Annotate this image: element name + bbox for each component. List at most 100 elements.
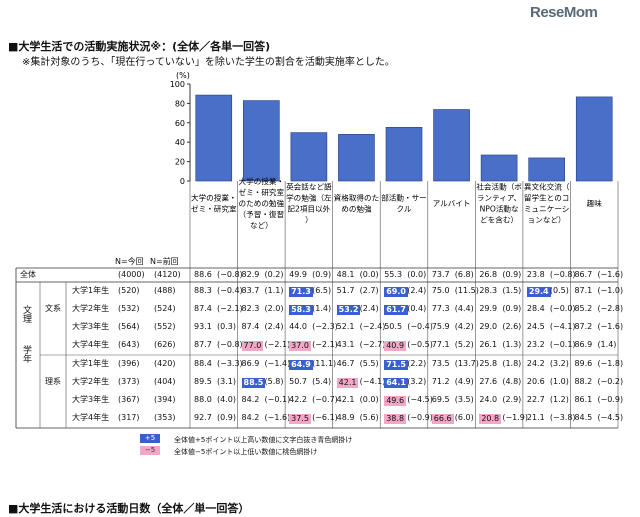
table-diff: (2.4) — [264, 322, 284, 331]
table-diff: (−0.1) — [264, 395, 291, 404]
table-diff: (−2.1) — [264, 340, 291, 349]
table-diff: (1.4) — [312, 304, 332, 313]
table-diff: (−1.9) — [502, 413, 528, 422]
table-value: 23.2 — [526, 340, 545, 349]
table-diff: (−2.7) — [359, 340, 386, 349]
table-diff: (−0.0) — [549, 304, 576, 313]
table-diff: (−0.8) — [549, 270, 576, 279]
table-value: 82.3 — [241, 304, 260, 313]
table-diff: (0.9) — [502, 304, 522, 313]
row-label: 大学3年生 — [72, 322, 110, 331]
table-value: 84.2 — [241, 413, 260, 422]
table-diff: (2.4) — [359, 304, 379, 313]
table-value: 53.2 — [336, 305, 361, 315]
table-value: 88.4 — [194, 359, 212, 368]
table-value: 88.3 — [194, 286, 212, 295]
chart-heading: ■大学生活での活動実施状況※：(全体／各単一回答) — [8, 40, 271, 53]
table-value: 38.8 — [384, 414, 407, 424]
table-diff: (−4.1) — [359, 377, 386, 386]
table-value: 29.4 — [526, 287, 551, 297]
n-prev-value: (488) — [154, 286, 176, 295]
category-label: 異文化交流（留学生とのコミュニケーションなど） — [524, 182, 570, 225]
table-value: 71.2 — [431, 377, 450, 386]
row-label: 大学1年生 — [72, 359, 110, 368]
n-now-value: (373) — [118, 377, 140, 386]
legend-plus-text: 全体値+5ポイント以上高い数値に文字白抜き青色網掛け — [174, 436, 353, 444]
n-prev-value: (420) — [154, 359, 176, 368]
table-value: 71.5 — [384, 360, 408, 370]
y-tick-label: 80 — [175, 99, 185, 108]
table-diff: (−0.2) — [597, 377, 624, 386]
table-diff: (−0.8) — [217, 270, 243, 279]
table-value: 75.0 — [431, 286, 450, 295]
table-value: 86.9 — [574, 340, 593, 349]
table-diff: (4.4) — [454, 304, 474, 313]
table-diff: (−4.5) — [597, 413, 624, 422]
bar — [385, 127, 423, 182]
row-label: 大学4年生 — [72, 340, 110, 349]
table-diff: (1.8) — [502, 359, 522, 368]
table-value: 88.0 — [194, 395, 212, 404]
n-prev-value: (524) — [154, 304, 176, 313]
table-diff: (−2.4) — [359, 322, 386, 331]
table-diff: (0.3) — [217, 322, 236, 331]
table-diff: (5.4) — [312, 377, 332, 386]
n-prev-value: (404) — [154, 377, 176, 386]
table-diff: (−2.3) — [312, 322, 338, 331]
table-diff: (1.0) — [549, 377, 569, 386]
table-value: 26.8 — [479, 270, 498, 279]
table-diff: (−3.8) — [549, 413, 576, 422]
table-value: 28.3 — [479, 286, 498, 295]
table-value: 82.9 — [241, 270, 260, 279]
legend-minus-text: 全体値−5ポイント以上低い数値に桃色網掛け — [174, 448, 318, 456]
table-value: 86.1 — [574, 395, 593, 404]
table-value: 88.5 — [241, 378, 266, 388]
table-value: 73.7 — [431, 270, 450, 279]
table-diff: (3.2) — [549, 359, 569, 368]
table-value: 55.3 — [384, 270, 403, 279]
row-label: 大学1年生 — [72, 286, 110, 295]
table-value: 66.6 — [431, 414, 454, 424]
bar — [195, 94, 233, 182]
next-section-heading: ■大学生活における活動日数（全体／単一回答） — [8, 502, 250, 515]
n-now-value: (564) — [118, 322, 140, 331]
table-diff: (3.1) — [217, 377, 236, 386]
table-value: 71.3 — [289, 287, 313, 297]
category-label: アルバイト — [433, 199, 471, 208]
table-value: 93.1 — [194, 322, 212, 331]
n-now-value: (317) — [118, 413, 140, 422]
table-value: 29.9 — [479, 304, 498, 313]
table-value: 37.5 — [289, 414, 311, 424]
table-value: 61.7 — [384, 305, 408, 315]
table-diff: (13.7) — [454, 359, 479, 368]
table-diff: (2.7) — [359, 286, 379, 295]
table-value: 42.1 — [336, 378, 359, 388]
table-diff: (2.9) — [502, 395, 522, 404]
table-diff: (−1.6) — [597, 270, 624, 279]
bar — [480, 154, 518, 182]
side-label-top: 文理 — [21, 305, 31, 323]
table-diff: (5.6) — [359, 413, 379, 422]
table-value: 49.6 — [384, 396, 407, 406]
table-diff: (3.2) — [407, 377, 427, 386]
table-diff: (6.0) — [454, 413, 474, 422]
table-value: 84.5 — [574, 413, 593, 422]
category-label: 大学の授業・ゼミ・研究室 — [191, 193, 237, 214]
table-diff: (2.6) — [502, 322, 522, 331]
table-diff: (1.1) — [264, 286, 284, 295]
table-diff: (5.8) — [264, 377, 284, 386]
table-value: 20.8 — [479, 414, 502, 424]
table-diff: (−2.8) — [597, 304, 624, 313]
row-label: 大学2年生 — [72, 304, 110, 313]
table-value: 87.4 — [194, 304, 212, 313]
table-value: 88.2 — [574, 377, 593, 386]
table-value: 46.7 — [336, 359, 355, 368]
table-value: 42.2 — [289, 395, 307, 404]
table-diff: (−0.9) — [597, 395, 624, 404]
table-value: 77.0 — [241, 341, 264, 351]
table-diff: (0.0) — [359, 395, 379, 404]
bar — [290, 132, 328, 182]
table-value: 86.7 — [574, 270, 593, 279]
bar — [243, 100, 280, 182]
table-value: 69.0 — [384, 287, 408, 297]
